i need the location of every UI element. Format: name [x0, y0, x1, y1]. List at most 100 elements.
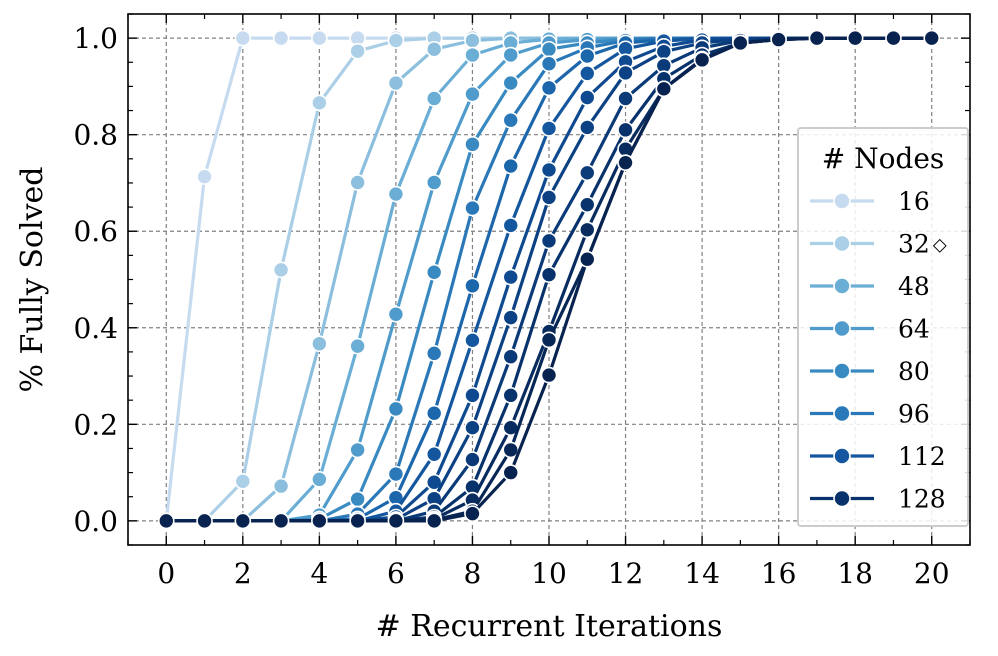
data-point	[387, 305, 405, 323]
data-point	[502, 348, 520, 366]
data-point	[464, 32, 481, 49]
data-point	[464, 277, 481, 295]
legend-item: 64	[810, 315, 930, 344]
data-point	[655, 80, 673, 98]
x-tick-label: 2	[234, 557, 252, 590]
diamond-marker-icon: ◇	[933, 235, 947, 256]
data-point	[464, 419, 481, 436]
legend-item: 16	[810, 187, 930, 216]
x-tick-label: 8	[464, 557, 482, 590]
data-point	[311, 94, 328, 112]
data-point	[464, 387, 481, 404]
data-point	[349, 42, 366, 60]
data-point	[349, 174, 366, 191]
y-tick-label: 0.2	[73, 408, 118, 441]
data-point	[272, 477, 290, 495]
data-point	[464, 332, 481, 349]
data-point	[923, 29, 941, 47]
data-point	[502, 309, 520, 326]
data-point	[578, 250, 596, 268]
data-point	[234, 472, 252, 490]
data-point	[540, 331, 558, 349]
data-point	[425, 512, 443, 530]
legend-marker	[833, 319, 851, 338]
data-point	[349, 512, 366, 530]
tick-labels: 0 2 4 6 8 10 12 14 16 18 20 0.0 0.2 0.4 0.6 0.8 1.0	[73, 22, 949, 590]
legend-item: 32 ◇	[810, 230, 947, 259]
legend-label: 64	[898, 315, 930, 344]
data-point	[387, 74, 405, 92]
data-point	[502, 46, 520, 64]
y-tick-label: 0.6	[73, 215, 118, 248]
x-tick-label: 16	[761, 557, 797, 590]
series-layer	[157, 29, 941, 530]
data-point	[617, 154, 634, 171]
data-point	[272, 261, 290, 279]
data-point	[387, 32, 405, 49]
data-point	[425, 345, 443, 362]
data-point	[655, 43, 673, 60]
data-point	[425, 445, 443, 463]
data-point	[540, 366, 558, 384]
data-point	[540, 232, 558, 250]
data-point	[540, 161, 558, 179]
x-tick-label: 12	[608, 557, 644, 590]
data-point	[464, 85, 481, 103]
y-axis-label: % Fully Solved	[15, 167, 50, 393]
legend-item: 80	[810, 357, 930, 386]
data-point	[540, 55, 558, 73]
y-tick-label: 1.0	[73, 22, 118, 55]
data-point	[540, 120, 558, 137]
data-point	[578, 164, 596, 182]
data-point	[311, 512, 328, 530]
data-point	[578, 196, 596, 213]
legend-marker	[833, 192, 851, 210]
legend-items: 16 32 ◇ 48 64 80 96 112 128	[810, 187, 947, 514]
data-point	[885, 29, 902, 47]
legend-title: # Nodes	[822, 142, 945, 175]
legend-label: 80	[898, 357, 930, 386]
data-point	[387, 512, 405, 530]
data-point	[502, 111, 520, 129]
legend-label: 112	[898, 442, 946, 471]
data-point	[540, 266, 558, 283]
data-point	[425, 90, 443, 107]
legend-item: 128	[810, 485, 946, 514]
y-tick-label: 0.0	[73, 505, 118, 538]
x-tick-label: 0	[157, 557, 175, 590]
data-point	[425, 174, 443, 191]
data-point	[234, 29, 252, 47]
data-point	[578, 47, 596, 65]
legend-marker	[833, 489, 851, 508]
data-point	[387, 185, 405, 203]
data-point	[196, 168, 213, 185]
data-point	[425, 404, 443, 422]
data-point	[464, 505, 481, 522]
x-tick-label: 6	[387, 557, 405, 590]
legend-label: 32 ◇	[898, 230, 947, 259]
data-point	[464, 136, 481, 153]
data-point	[693, 51, 711, 69]
x-tick-label: 10	[531, 557, 567, 590]
y-tick-label: 0.8	[73, 119, 118, 152]
data-point	[272, 512, 290, 530]
data-point	[311, 29, 328, 47]
data-point	[425, 40, 443, 58]
legend-label: 128	[898, 485, 946, 514]
data-point	[578, 89, 596, 106]
data-point	[578, 119, 596, 136]
data-series	[157, 29, 941, 530]
data-point	[349, 490, 366, 508]
legend-item: 48	[810, 272, 930, 301]
data-point	[311, 471, 328, 488]
data-point	[349, 441, 366, 459]
data-point	[387, 465, 405, 483]
data-point	[540, 40, 558, 58]
data-point	[808, 29, 826, 47]
data-point	[502, 157, 520, 175]
legend-item: 96	[810, 400, 930, 429]
legend-label: 16	[898, 187, 930, 216]
data-point	[540, 79, 558, 97]
legend-marker	[833, 277, 851, 295]
